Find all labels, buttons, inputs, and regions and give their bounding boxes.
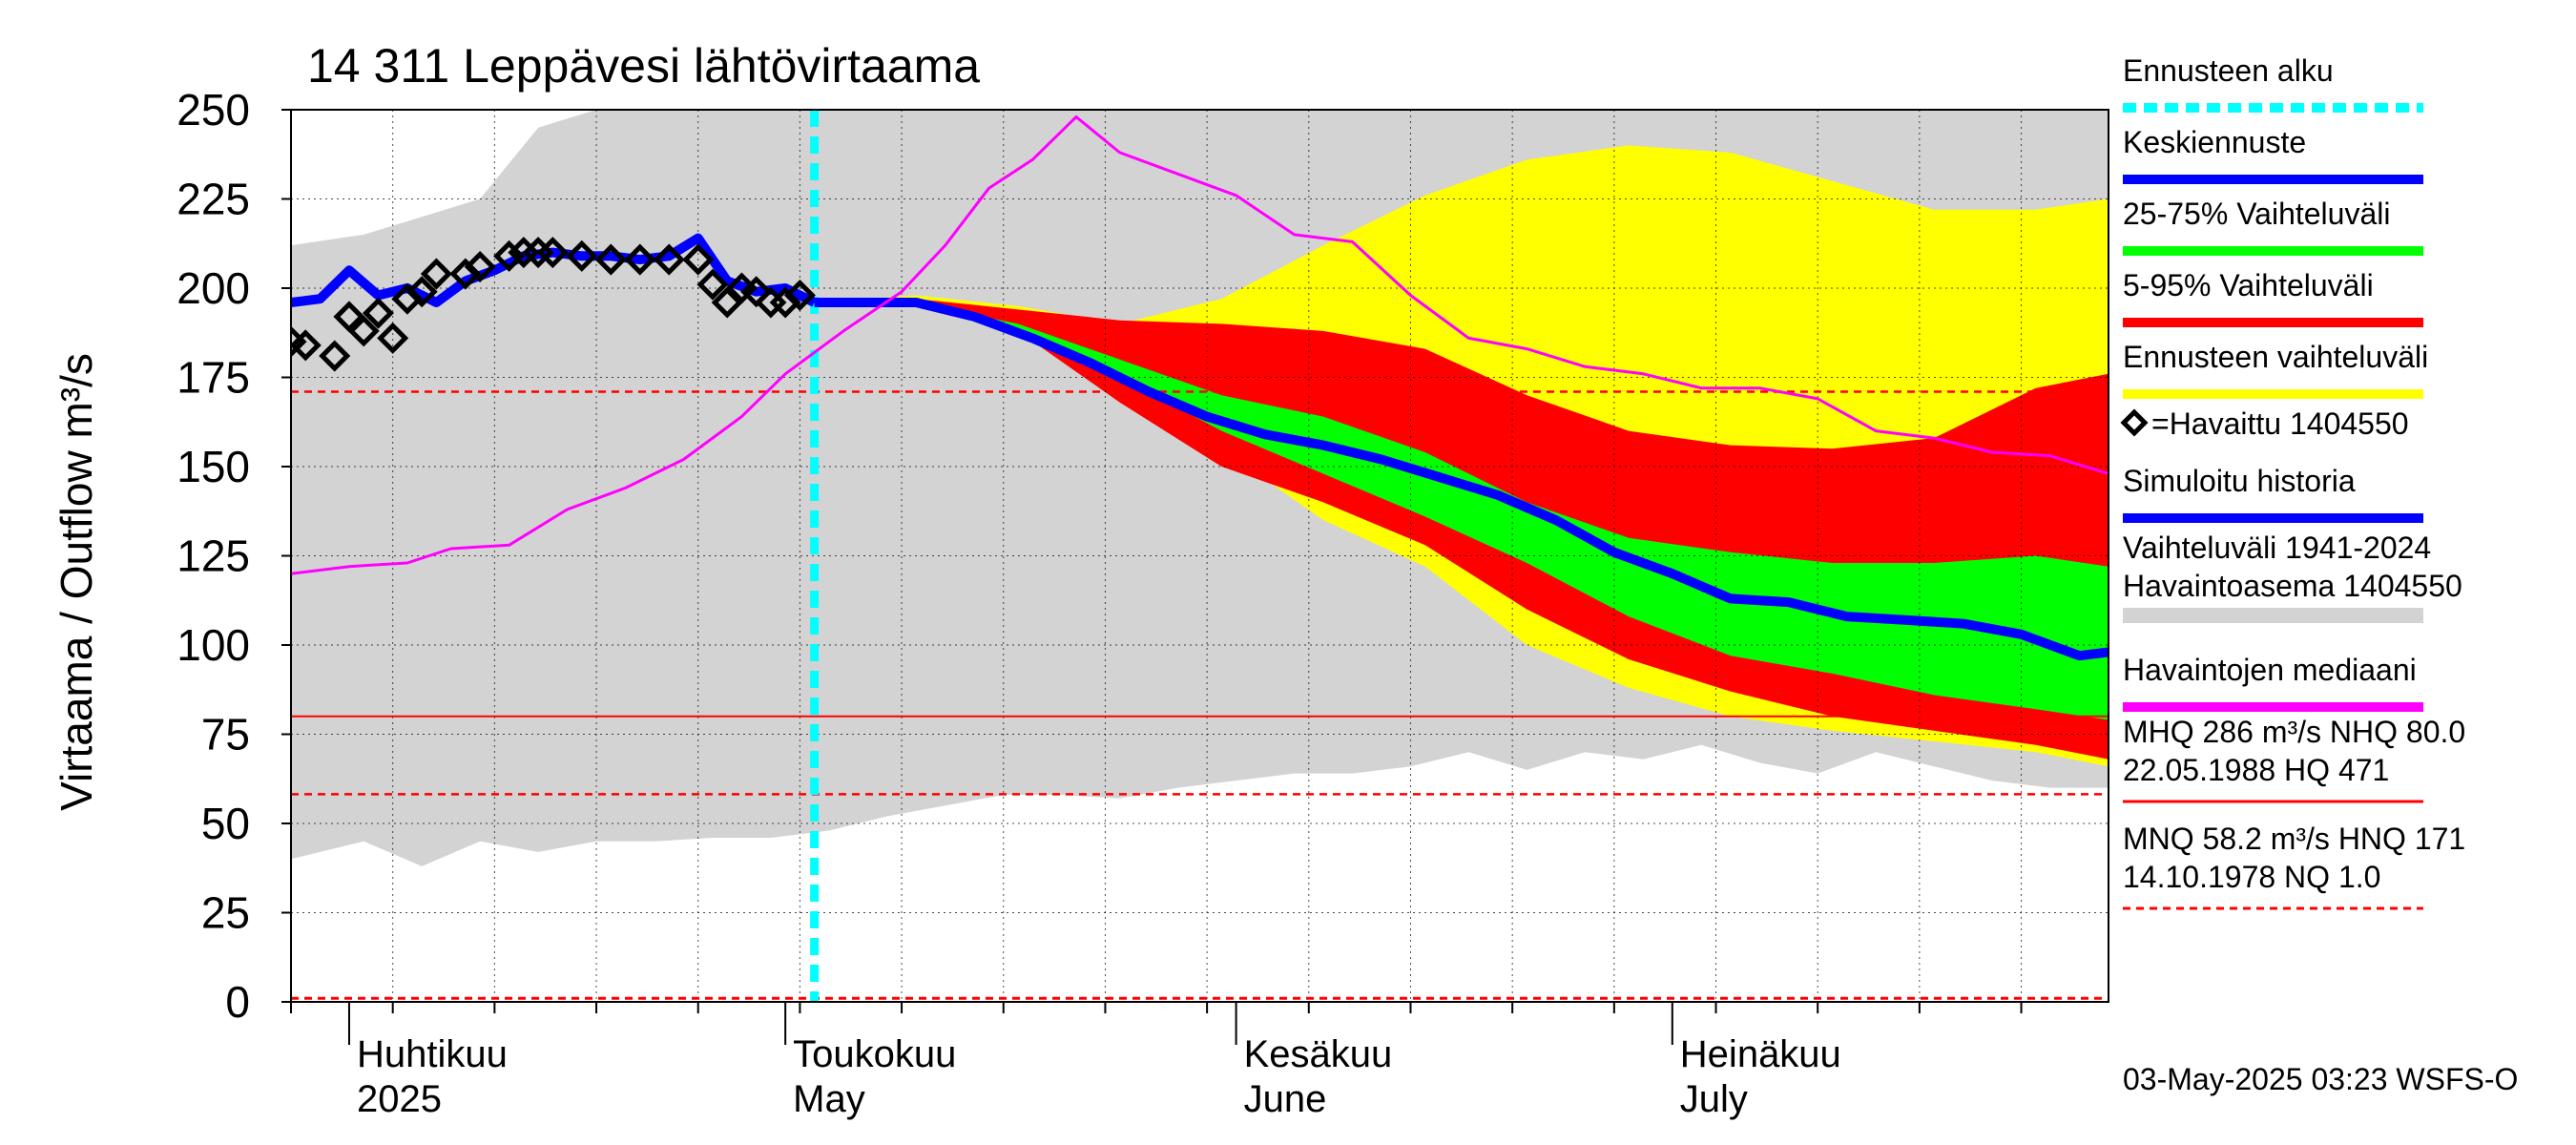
month-sublabel: June <box>1244 1078 1327 1120</box>
observed-point <box>594 243 627 276</box>
observed-point <box>566 239 598 272</box>
observed-point <box>740 276 773 308</box>
y-tick-label: 50 <box>201 799 250 848</box>
month-label: Huhtikuu <box>357 1033 508 1075</box>
legend-label2-mhq-286-m-s-nhq-80-0: 22.05.1988 HQ 471 <box>2123 753 2389 787</box>
legend-label-keskiennuste: Keskiennuste <box>2123 125 2306 159</box>
y-tick-label: 150 <box>177 442 250 491</box>
y-tick-label: 225 <box>177 175 250 224</box>
chart-title: 14 311 Leppävesi lähtövirtaama <box>307 39 980 93</box>
y-tick-label: 175 <box>177 353 250 403</box>
plot-area <box>291 110 2109 866</box>
observed-point <box>377 322 409 354</box>
legend-label-mnq-58-2-m-s-hnq-171: MNQ 58.2 m³/s HNQ 171 <box>2123 822 2465 856</box>
legend-label-ennusteen-vaihteluv-li: Ennusteen vaihteluväli <box>2123 340 2428 374</box>
month-sublabel: July <box>1680 1078 1748 1120</box>
observed-point <box>420 258 452 290</box>
legend-label-mhq-286-m-s-nhq-80-0: MHQ 286 m³/s NHQ 80.0 <box>2123 715 2465 749</box>
legend-label2-mnq-58-2-m-s-hnq-171: 14.10.1978 NQ 1.0 <box>2123 860 2380 894</box>
month-label: Heinäkuu <box>1680 1033 1841 1075</box>
observed-point <box>696 268 729 301</box>
y-tick-label: 75 <box>201 710 250 760</box>
y-tick-label: 25 <box>201 888 250 938</box>
observed-point <box>347 315 380 347</box>
havaintojen-mediaani-line <box>291 115 2109 575</box>
legend-label-havaintojen-mediaani: Havaintojen mediaani <box>2123 653 2417 687</box>
range-25-75-band <box>814 302 2109 720</box>
keskiennuste-line <box>814 298 2109 661</box>
observed-point <box>682 243 715 276</box>
reference-lines <box>291 110 2109 1002</box>
observed-point <box>711 286 743 319</box>
legend-label-5-95-vaihteluv-li: 5-95% Vaihteluväli <box>2123 268 2374 302</box>
legend-label2-vaihteluv-li-1941-2024: Havaintoasema 1404550 <box>2123 569 2462 603</box>
legend-observed-marker <box>2120 408 2149 437</box>
axes: 0 25 50 75 100 125 150 175 200 225 250 Huhtikuu2025… <box>177 85 2109 1120</box>
y-tick-label: 125 <box>177 531 250 581</box>
legend-label-havaittu-1404550: =Havaittu 1404550 <box>2151 406 2409 441</box>
legend-label-ennusteen-alku: Ennusteen alku <box>2123 53 2334 88</box>
observed-point <box>624 243 656 276</box>
observed-point <box>536 237 569 269</box>
observed-point <box>362 297 394 329</box>
y-tick-label: 200 <box>177 263 250 313</box>
legend: Ennusteen alku Keskiennuste 25-75% Vaihtel… <box>2120 53 2465 910</box>
y-tick-label: 250 <box>177 85 250 135</box>
footer-timestamp: 03-May-2025 03:23 WSFS-O <box>2123 1062 2518 1096</box>
month-sublabel: May <box>793 1078 865 1120</box>
legend-label-25-75-vaihteluv-li: 25-75% Vaihteluväli <box>2123 197 2390 231</box>
y-axis-label: Virtaama / Outflow m³/s <box>52 353 101 811</box>
observed-point <box>783 279 816 312</box>
observed-point <box>493 239 526 272</box>
month-label: Toukokuu <box>793 1033 956 1075</box>
series-layer <box>291 115 2109 661</box>
observed-point <box>464 251 496 283</box>
observed-point <box>405 276 438 308</box>
observed-point <box>333 301 365 333</box>
legend-label-vaihteluv-li-1941-2024: Vaihteluväli 1941-2024 <box>2123 531 2431 565</box>
observed-point <box>653 243 685 276</box>
legend-label-simuloitu-historia: Simuloitu historia <box>2123 464 2356 498</box>
month-label: Kesäkuu <box>1244 1033 1393 1075</box>
observed-point <box>291 329 322 362</box>
y-tick-label: 0 <box>225 977 250 1027</box>
month-sublabel: 2025 <box>357 1078 442 1120</box>
observed-point <box>319 340 351 372</box>
y-tick-label: 100 <box>177 620 250 670</box>
